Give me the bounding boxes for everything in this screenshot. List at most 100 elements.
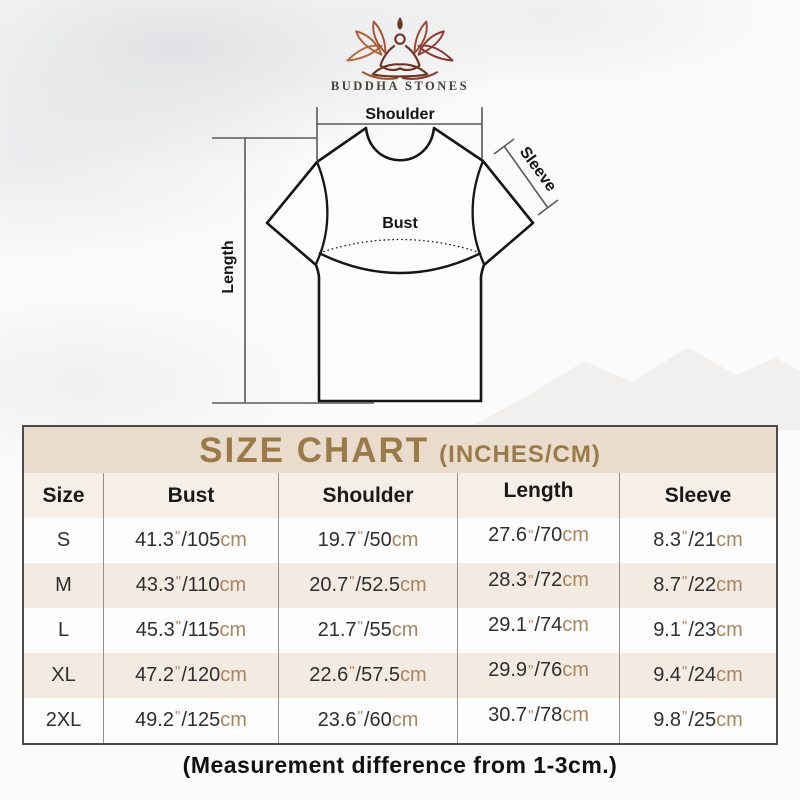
sleeve-cell: 8.7 "/22 cm: [620, 563, 776, 608]
size-cell: 2XL: [24, 698, 104, 743]
size-cell: S: [24, 518, 104, 563]
measurement-text: /: [355, 664, 362, 686]
bust-cell: 47.2 "/120 cm: [104, 653, 279, 698]
measurement-text: ": [682, 573, 688, 590]
measurement-text: 105: [186, 529, 221, 551]
measurement-text: 125: [186, 709, 221, 731]
measurement-text: 49.2: [135, 709, 174, 731]
measurement-text: ": [349, 663, 355, 680]
table-row-2xl: 2XL 49.2 "/125 cm 23.6 "/60 cm 30.7 "/78 cm 9.8 "/2…: [24, 698, 776, 743]
measurement-text: 30.7: [488, 704, 528, 726]
measurement-text: /: [363, 529, 370, 551]
measurement-text: cm: [391, 709, 419, 731]
measurement-text: /: [534, 704, 540, 726]
measurement-text: /: [688, 709, 694, 731]
brand-name: BUDDHA STONES: [330, 79, 470, 93]
measurement-text: ": [175, 708, 181, 725]
sleeve-cell: 9.1 "/23 cm: [620, 608, 776, 653]
shoulder-cell: 21.7 "/55 cm: [279, 608, 458, 653]
measurement-text: ": [357, 618, 363, 635]
measurement-text: 8.3: [653, 529, 681, 551]
measurement-text: 20.7: [309, 574, 349, 596]
shoulder-cell: 23.6 "/60 cm: [279, 698, 458, 743]
shoulder-cell: 20.7 "/52.5 cm: [279, 563, 458, 608]
measurement-text: 50: [369, 529, 392, 551]
measurement-text: /: [363, 619, 370, 641]
measurement-text: 23.6: [317, 709, 357, 731]
bust-cell: 49.2 "/125 cm: [104, 698, 279, 743]
measurement-text: 27.6: [488, 524, 528, 546]
measurement-text: 47.2: [135, 664, 174, 686]
sleeve-cell: 9.8 "/25 cm: [620, 698, 776, 743]
measurement-text: ": [682, 663, 688, 680]
measurement-text: /: [534, 614, 540, 636]
column-header-sleeve: Sleeve: [620, 473, 776, 518]
measurement-text: /: [181, 709, 187, 731]
size-cell: M: [24, 563, 104, 608]
measurement-text: /: [182, 619, 188, 641]
bust-cell: 45.3 "/115 cm: [104, 608, 279, 653]
size-chart-title-band: SIZE CHART (INCHES/CM): [24, 427, 776, 473]
column-header-size: Size: [24, 473, 104, 518]
measurement-text: /: [181, 664, 187, 686]
measurement-text: 21: [693, 529, 717, 551]
measurement-text: cm: [562, 569, 589, 591]
measurement-text: cm: [219, 619, 247, 641]
measurement-text: /: [688, 619, 694, 641]
bust-cell: 41.3 "/105 cm: [104, 518, 279, 563]
measurement-text: 21.7: [317, 619, 357, 641]
length-cell: 30.7 "/78 cm: [458, 698, 620, 743]
measurement-text: cm: [716, 709, 743, 731]
sleeve-cell: 9.4 "/24 cm: [620, 653, 776, 698]
measurement-text: ": [357, 528, 363, 545]
measurement-text: /: [355, 574, 362, 596]
measurement-text: cm: [400, 574, 427, 596]
column-header-label: Size: [42, 483, 85, 507]
measurement-text: 9.4: [653, 664, 681, 686]
column-header-bust: Bust: [104, 473, 279, 518]
size-cell: L: [24, 608, 104, 653]
column-header-label: Bust: [167, 483, 215, 507]
size-value: 2XL: [45, 709, 82, 731]
measurement-text: /: [688, 529, 694, 551]
measurement-text: cm: [716, 529, 743, 551]
measurement-text: cm: [716, 664, 743, 686]
measurement-text: 24: [693, 664, 717, 686]
measurement-text: 60: [369, 709, 392, 731]
length-cell: 28.3 "/72 cm: [458, 563, 620, 608]
size-value: S: [56, 529, 71, 551]
measurement-text: 19.7: [317, 529, 357, 551]
measurement-text: 29.9: [488, 659, 528, 681]
bust-label: Bust: [382, 215, 418, 232]
table-header-row: Size Bust Shoulder Length Sleeve: [24, 473, 776, 518]
column-header-shoulder: Shoulder: [279, 473, 458, 518]
measurement-text: ": [528, 707, 534, 724]
measurement-text: ": [175, 573, 182, 590]
measurement-text: 25: [693, 709, 717, 731]
measurement-text: ": [528, 527, 534, 544]
measurement-text: cm: [562, 704, 589, 726]
measurement-text: ": [682, 528, 688, 545]
bust-cell: 43.3 "/110 cm: [104, 563, 279, 608]
measurement-text: 29.1: [488, 614, 528, 636]
measurement-text: 22.6: [309, 664, 349, 686]
table-row-l: L 45.3 "/115 cm 21.7 "/55 cm 29.1 "/74 cm 9.1 "/23 c…: [24, 608, 776, 653]
measurement-text: 22: [693, 574, 717, 596]
measurement-text: 78: [539, 704, 563, 726]
measurement-text: cm: [562, 614, 589, 636]
measurement-text: 76: [539, 659, 563, 681]
sleeve-tick-top: [493, 138, 515, 155]
table-row-s: S 41.3 "/105 cm 19.7 "/50 cm 27.6 "/70 cm 8.3 "/21 c…: [24, 518, 776, 563]
measurement-text: cm: [219, 574, 247, 596]
bust-line-solid: [318, 251, 482, 275]
measurement-text: cm: [391, 619, 419, 641]
tshirt-outline: [265, 126, 535, 403]
measurement-text: ": [175, 528, 181, 545]
measurement-text: 74: [539, 614, 563, 636]
measurement-text: /: [688, 664, 694, 686]
size-value: M: [55, 574, 72, 596]
shoulder-label: Shoulder: [365, 106, 434, 123]
size-cell: XL: [24, 653, 104, 698]
measurement-text: 57.5: [361, 664, 401, 686]
